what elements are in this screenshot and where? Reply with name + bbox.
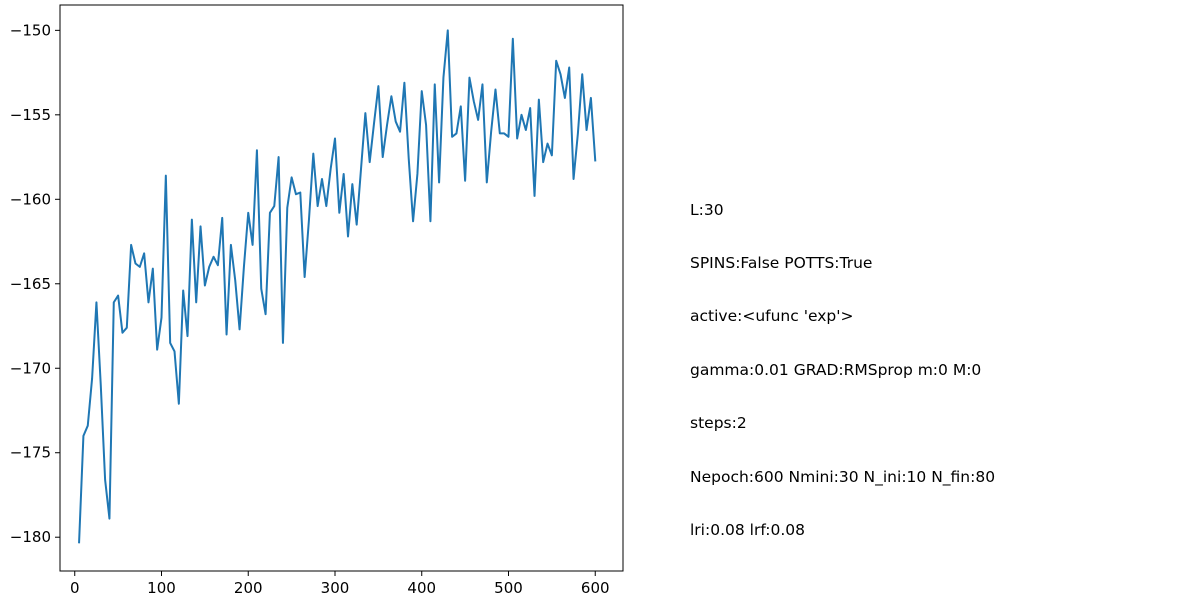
x-tick-label: 400 — [407, 579, 436, 597]
info-line-gamma: gamma:0.01 GRAD:RMSprop m:0 M:0 — [690, 360, 982, 379]
x-tick-label: 0 — [70, 579, 80, 597]
info-line-steps: steps:2 — [690, 414, 747, 433]
y-tick-label: −150 — [10, 21, 51, 39]
info-panel: L:30 SPINS:False POTTS:True active:<ufun… — [690, 166, 995, 558]
x-tick-label: 200 — [234, 579, 263, 597]
info-line-lr: lri:0.08 lrf:0.08 — [690, 520, 805, 539]
y-tick-label: −155 — [10, 106, 51, 124]
axes-frame — [59, 4, 624, 572]
x-tick-label: 100 — [147, 579, 176, 597]
series-line — [78, 29, 597, 544]
info-line-active: active:<ufunc 'exp'> — [690, 307, 854, 326]
y-tick-label: −160 — [10, 190, 51, 208]
x-tick-label: 300 — [321, 579, 350, 597]
plot-area: 0 100 200 300 400 500 600 −180 −175 −170 −165 −160 −… — [10, 4, 624, 597]
info-line-l: L:30 — [690, 200, 724, 219]
y-tick-label: −180 — [10, 528, 51, 546]
y-tick-label: −165 — [10, 275, 51, 293]
info-line-spins: SPINS:False POTTS:True — [690, 253, 873, 272]
x-tick-label: 500 — [494, 579, 523, 597]
y-tick-label: −175 — [10, 444, 51, 462]
x-tick-label: 600 — [581, 579, 610, 597]
y-tick-label: −170 — [10, 359, 51, 377]
info-line-nepoch: Nepoch:600 Nmini:30 N_ini:10 N_fin:80 — [690, 467, 996, 486]
